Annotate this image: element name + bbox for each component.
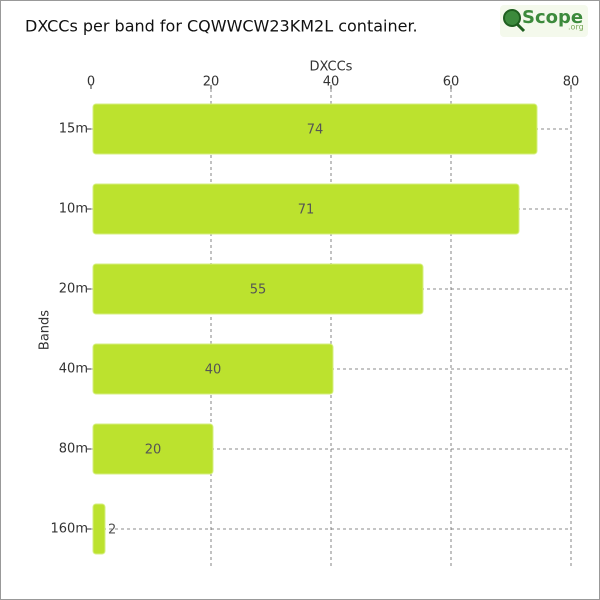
logo-text: Scope [522, 7, 583, 28]
logo-suffix: .org [568, 23, 584, 32]
y-tick-label: 15m [59, 122, 88, 137]
x-axis-label: DXCCs [310, 60, 353, 75]
y-tick-label: 10m [59, 202, 88, 217]
logo-handle [515, 22, 526, 33]
value-label: 71 [298, 203, 315, 218]
bar [92, 103, 538, 155]
y-tick-label: 40m [59, 362, 88, 377]
value-label: 40 [205, 363, 222, 378]
logo-icon [503, 9, 521, 27]
chart-title: DXCCs per band for CQWWCW23KM2L containe… [25, 17, 418, 36]
value-label: 55 [250, 283, 267, 298]
y-tick-label: 160m [51, 522, 88, 537]
value-label: 2 [108, 523, 116, 538]
value-label: 20 [145, 443, 162, 458]
bar [92, 423, 214, 475]
bar [92, 263, 424, 315]
x-tick-label: 20 [203, 75, 220, 90]
y-tick-label: 80m [59, 442, 88, 457]
x-tick-label: 40 [323, 75, 340, 90]
bar [92, 183, 520, 235]
bar [92, 503, 106, 555]
logo: Scope .org [500, 5, 588, 37]
y-axis-label: Bands [38, 310, 53, 350]
x-tick-label: 60 [443, 75, 460, 90]
x-tick-label: 0 [87, 75, 95, 90]
bar [92, 343, 334, 395]
y-tick-label: 20m [59, 282, 88, 297]
value-label: 74 [307, 123, 324, 138]
x-tick-label: 80 [563, 75, 580, 90]
